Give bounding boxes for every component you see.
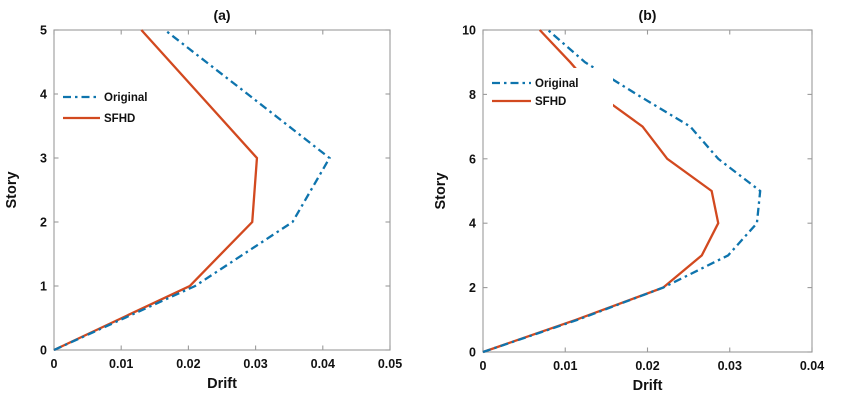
- legend-background: [58, 84, 176, 131]
- chart-title: (a): [213, 7, 230, 23]
- series-line-original: [482, 29, 762, 354]
- legend-background: [487, 68, 613, 113]
- x-tick-label: 0.03: [718, 359, 742, 373]
- y-tick-label: 4: [469, 217, 476, 231]
- x-tick-label: 0.01: [109, 357, 133, 371]
- x-tick-label: 0.05: [378, 357, 402, 371]
- y-tick-label: 3: [40, 152, 47, 166]
- legend-label-original: Original: [535, 78, 578, 90]
- y-tick-label: 2: [40, 216, 47, 230]
- y-tick-label: 1: [40, 280, 47, 294]
- legend-label-sfhd: SFHD: [104, 113, 135, 125]
- x-tick-label: 0: [51, 357, 58, 371]
- y-tick-label: 4: [40, 88, 47, 102]
- x-tick-label: 0.02: [176, 357, 200, 371]
- y-axis-label: Story: [4, 171, 20, 208]
- y-tick-label: 6: [469, 152, 476, 166]
- series-line-sfhd: [53, 29, 259, 352]
- chart-a: 0 0.01 0.02 0.03 0.04 0.05 0 1 2 3 4 5 (a) Drift Story…: [4, 7, 402, 392]
- x-tick-label: 0.04: [311, 357, 335, 371]
- chart-b-container: 0 0.01 0.02 0.03 0.04 0 2 4 6 8 10 (b) Drift Story Ori…: [425, 0, 850, 400]
- x-tick-label: 0.02: [635, 359, 659, 373]
- y-tick-label: 10: [462, 24, 476, 38]
- x-axis-label: Drift: [633, 378, 663, 394]
- x-tick-label: 0.03: [243, 357, 267, 371]
- y-tick-label: 0: [40, 344, 47, 358]
- x-axis-label: Drift: [207, 376, 237, 392]
- y-tick-label: 8: [469, 88, 476, 102]
- legend-label-sfhd: SFHD: [535, 96, 566, 108]
- plot-box: [53, 29, 391, 351]
- chart-title: (b): [639, 7, 657, 23]
- y-tick-label: 5: [40, 24, 47, 38]
- chart-b: 0 0.01 0.02 0.03 0.04 0 2 4 6 8 10 (b) Drift Story Ori…: [433, 7, 824, 394]
- y-axis-label: Story: [433, 172, 449, 209]
- series-line-original: [53, 29, 332, 352]
- x-tick-label: 0.01: [553, 359, 577, 373]
- x-tick-label: 0: [480, 359, 487, 373]
- x-tick-label: 0.04: [800, 359, 824, 373]
- y-tick-label: 0: [469, 346, 476, 360]
- legend-label-original: Original: [104, 92, 147, 104]
- y-tick-label: 2: [469, 281, 476, 295]
- chart-a-container: 0 0.01 0.02 0.03 0.04 0.05 0 1 2 3 4 5 (a) Drift Story…: [4, 7, 402, 392]
